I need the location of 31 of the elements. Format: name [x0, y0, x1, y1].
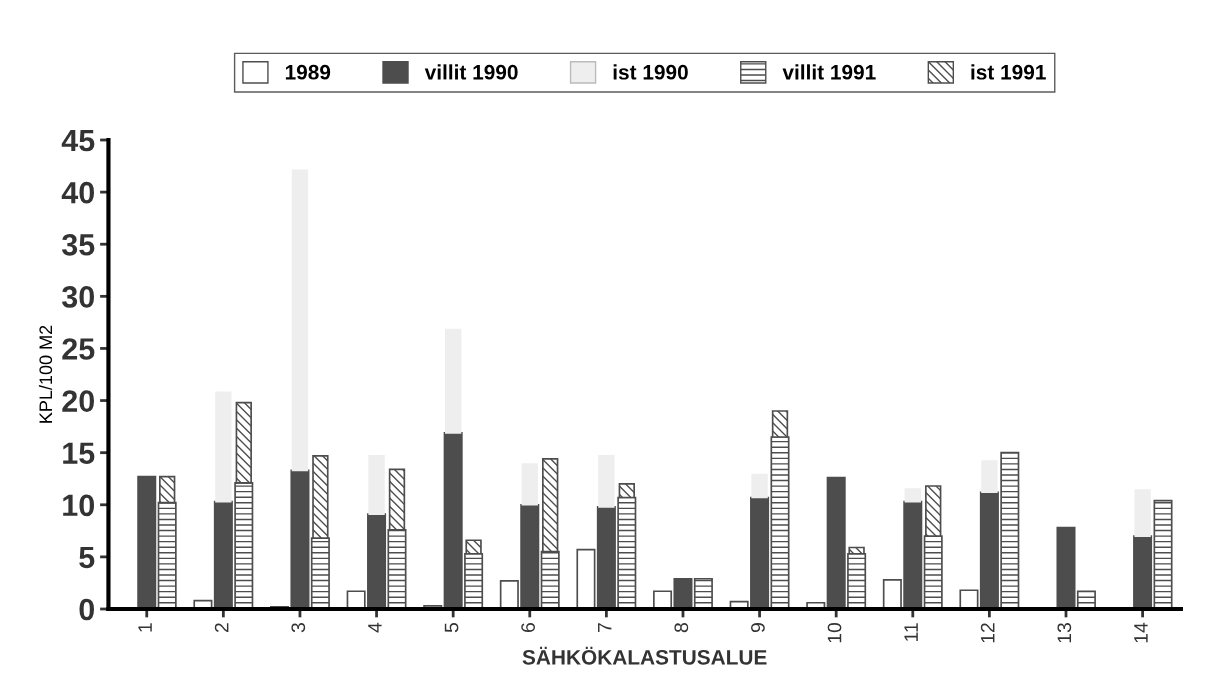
y-axis-title: KPL/100 M2: [38, 325, 53, 423]
legend-label: villit 1990: [424, 64, 518, 80]
legend-label: ist 1990: [613, 64, 688, 80]
x-tick-label: 11: [904, 623, 918, 641]
x-tick-label: 12: [980, 623, 995, 643]
y-tick-label: 10: [63, 494, 95, 517]
x-axis-title: SÄHKÖKALASTUSALUE: [522, 646, 767, 665]
y-tick-label: 35: [61, 233, 95, 256]
y-tick-label: 5: [79, 546, 95, 569]
x-tick-label: 4: [368, 622, 382, 633]
x-tick-label: 7: [598, 623, 612, 633]
x-tick-label: 13: [1057, 623, 1072, 643]
y-tick-label: 40: [61, 181, 95, 204]
y-tick-label: 45: [61, 130, 95, 152]
y-tick-label: 20: [62, 390, 95, 412]
legend-label: villit 1991: [782, 64, 876, 80]
legend-label: 1989: [285, 64, 331, 80]
y-tick-label: 0: [79, 598, 94, 621]
y-tick-label: 30: [61, 286, 95, 308]
y-tick-label: 25: [62, 338, 95, 360]
x-tick-label: 6: [521, 623, 535, 633]
x-tick-label: 3: [291, 623, 306, 633]
x-tick-label: 10: [827, 622, 842, 643]
x-tick-label: 1: [138, 623, 152, 632]
x-tick-label: 9: [751, 623, 765, 633]
x-tick-label: 14: [1134, 622, 1148, 643]
x-tick-label: 8: [674, 623, 689, 633]
y-tick-label: 15: [63, 442, 95, 465]
x-tick-label: 5: [444, 623, 459, 633]
legend-label: ist 1991: [971, 64, 1046, 80]
x-tick-label: 2: [214, 623, 229, 633]
